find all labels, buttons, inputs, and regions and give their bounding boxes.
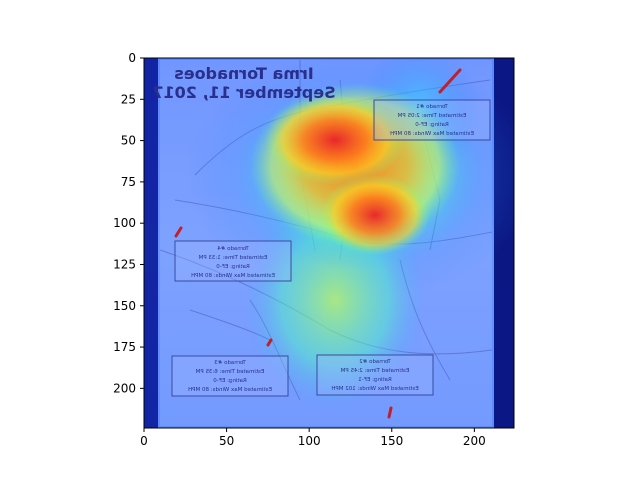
- y-tick-label: 25: [121, 92, 136, 106]
- info-box-line: Tornado #3: [214, 360, 247, 366]
- axes-frame: [143, 57, 515, 429]
- info-box-mid-left: Tornado #4 Estimated Time: 1:33 PM Ratin…: [174, 240, 292, 282]
- y-tick-label: 0: [128, 51, 136, 65]
- info-box-line: Estimated Max Winds: 80 MPH: [390, 131, 474, 137]
- info-box-line: Estimated Time: 6:35 PM: [195, 369, 264, 375]
- heatmap-image: Irma Tornadoes September 11, 2017 Tornad…: [144, 58, 514, 428]
- map-title: Irma Tornadoes September 11, 2017: [152, 64, 335, 102]
- y-tick-label: 150: [113, 299, 136, 313]
- y-tick-label: 175: [113, 340, 136, 354]
- x-tick-label: 150: [380, 434, 403, 448]
- info-box-line: Rating: EF-1: [358, 377, 391, 383]
- info-box-line: Tornado #1: [416, 104, 449, 110]
- info-box-line: Rating: EF-0: [213, 378, 247, 384]
- y-tick-label: 50: [121, 134, 136, 148]
- map-title-line2: September 11, 2017: [152, 83, 335, 102]
- info-box-line: Tornado #4: [217, 246, 250, 252]
- info-box-line: Estimated Time: 2:05 PM: [397, 113, 466, 119]
- info-box-line: Estimated Time: 2:45 PM: [340, 368, 409, 374]
- y-axis: 0 25 50 75 100 125 150 175 200: [113, 51, 144, 395]
- x-tick-label: 50: [219, 434, 234, 448]
- x-axis: 0 50 100 150 200: [140, 428, 486, 448]
- x-tick-label: 200: [463, 434, 486, 448]
- info-box-bottom-mid: Tornado #2 Estimated Time: 2:45 PM Ratin…: [316, 354, 434, 396]
- x-tick-label: 100: [298, 434, 321, 448]
- info-box-line: Estimated Max Winds: 102 MPH: [331, 386, 418, 392]
- info-box-line: Estimated Max Winds: 80 MPH: [188, 387, 272, 393]
- x-tick-label: 0: [140, 434, 148, 448]
- y-tick-label: 200: [113, 381, 136, 395]
- y-tick-label: 75: [121, 175, 136, 189]
- info-box-line: Estimated Time: 1:33 PM: [198, 255, 267, 261]
- info-box-top-right: Tornado #1 Estimated Time: 2:05 PM Ratin…: [373, 99, 491, 141]
- info-box-line: Tornado #2: [359, 359, 392, 365]
- info-box-line: Rating: EF-0: [415, 122, 449, 128]
- y-tick-label: 100: [113, 216, 136, 230]
- y-tick-label: 125: [113, 257, 136, 271]
- info-box-line: Rating: EF-0: [216, 264, 250, 270]
- info-box-bottom-left: Tornado #3 Estimated Time: 6:35 PM Ratin…: [171, 355, 289, 397]
- map-title-line1: Irma Tornadoes: [174, 64, 314, 83]
- info-box-line: Estimated Max Winds: 80 MPH: [191, 273, 275, 279]
